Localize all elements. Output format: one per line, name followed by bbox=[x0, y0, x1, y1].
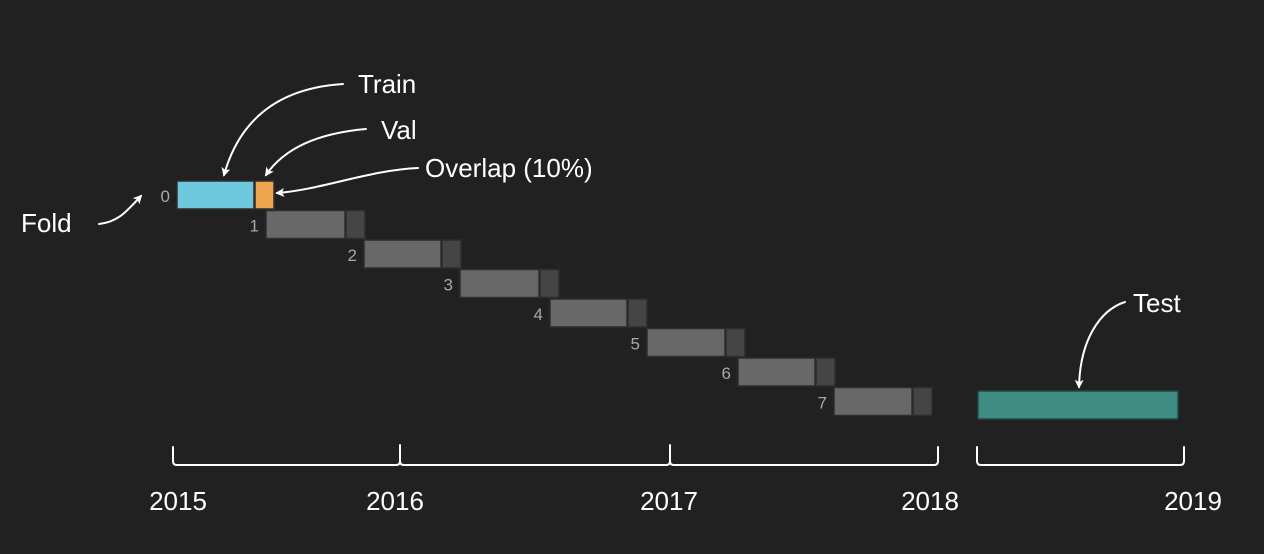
fold-val-bar bbox=[815, 357, 836, 387]
fold-train-bar bbox=[549, 298, 628, 328]
year-label-2016: 2016 bbox=[366, 486, 424, 516]
annotation-arrows bbox=[98, 83, 1126, 389]
fold-row: 6 bbox=[722, 357, 836, 387]
fold-train-bar bbox=[363, 239, 442, 269]
fold-train-bar bbox=[459, 268, 540, 299]
fold-val-bar bbox=[725, 327, 746, 358]
fold-row: 1 bbox=[250, 209, 366, 240]
year-label-2018: 2018 bbox=[901, 486, 959, 516]
train-arrow bbox=[221, 83, 344, 177]
fold-train-bar bbox=[833, 386, 913, 417]
fold-train-bar bbox=[265, 209, 346, 240]
fold-number-label: 0 bbox=[161, 187, 170, 206]
fold-row: 3 bbox=[444, 268, 560, 299]
fold-number-label: 4 bbox=[534, 305, 543, 324]
fold-row: 5 bbox=[631, 327, 746, 358]
val-label: Val bbox=[381, 115, 417, 145]
fold-row: 7 bbox=[818, 386, 933, 417]
fold-number-label: 6 bbox=[722, 364, 731, 383]
fold-number-label: 5 bbox=[631, 335, 640, 354]
year-label-2017: 2017 bbox=[640, 486, 698, 516]
fold-val-bar bbox=[627, 298, 648, 328]
timeline-brackets bbox=[172, 444, 1185, 466]
fold-val-bar bbox=[345, 209, 366, 240]
test-period-bracket bbox=[976, 446, 1185, 466]
overlap-label: Overlap (10%) bbox=[425, 153, 593, 183]
fold-train-bar bbox=[737, 357, 816, 387]
year-label-2019: 2019 bbox=[1164, 486, 1222, 516]
fold-row: 4 bbox=[534, 298, 648, 328]
train-period-bracket bbox=[172, 444, 939, 466]
overlap-arrow bbox=[275, 167, 419, 197]
year-label-2015: 2015 bbox=[149, 486, 207, 516]
test-bar bbox=[977, 390, 1179, 420]
test-arrow bbox=[1074, 301, 1126, 389]
test-label: Test bbox=[1133, 288, 1181, 318]
fold-number-label: 3 bbox=[444, 276, 453, 295]
fold-label: Fold bbox=[21, 208, 72, 238]
fold-train-bar bbox=[646, 327, 726, 358]
fold-val-bar bbox=[441, 239, 462, 269]
fold-row: 0 bbox=[161, 180, 275, 210]
fold-arrow bbox=[98, 194, 143, 225]
fold-val-bar bbox=[254, 180, 275, 210]
fold-number-label: 1 bbox=[250, 217, 259, 236]
fold-train-bar bbox=[176, 180, 255, 210]
fold-val-bar bbox=[539, 268, 560, 299]
fold-row: 2 bbox=[348, 239, 462, 269]
val-arrow bbox=[264, 128, 367, 177]
fold-number-label: 2 bbox=[348, 246, 357, 265]
fold-number-label: 7 bbox=[818, 394, 827, 413]
folds-layer: 0 1 2 3 4 5 6 7 bbox=[161, 180, 933, 417]
fold-val-bar bbox=[912, 386, 933, 417]
train-label: Train bbox=[358, 69, 416, 99]
